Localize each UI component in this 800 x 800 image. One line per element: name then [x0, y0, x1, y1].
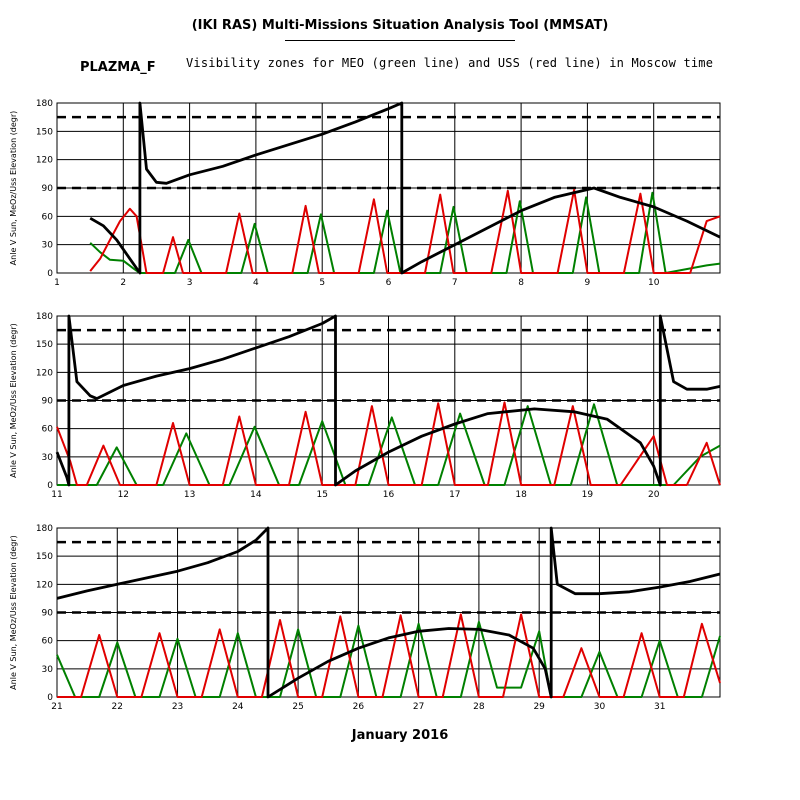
- x-tick-label: 8: [518, 278, 524, 288]
- series-line-sun-angle: [55, 314, 721, 487]
- chart-subtitle: Visibility zones for MEO (green line) an…: [186, 56, 714, 70]
- x-tick-label: 18: [515, 490, 527, 500]
- y-tick-label: 120: [36, 156, 53, 166]
- y-tick-label: 90: [42, 609, 54, 619]
- x-tick-label: 25: [292, 702, 303, 712]
- series-line-sun-angle: [56, 526, 721, 699]
- x-tick-label: 11: [51, 490, 62, 500]
- y-tick-label: 150: [36, 552, 53, 562]
- x-tick-label: 26: [353, 702, 365, 712]
- y-tick-label: 30: [42, 453, 54, 463]
- x-tick-label: 22: [112, 702, 123, 712]
- chart-title: (IKI RAS) Multi-Missions Situation Analy…: [191, 18, 609, 33]
- y-tick-label: 90: [42, 184, 54, 194]
- x-tick-label: 4: [253, 278, 259, 288]
- x-tick-label: 27: [413, 702, 424, 712]
- y-tick-label: 180: [36, 99, 53, 109]
- x-tick-label: 2: [120, 278, 126, 288]
- y-tick-label: 60: [42, 425, 54, 435]
- y-tick-label: 150: [36, 340, 53, 350]
- x-tick-label: 15: [316, 490, 327, 500]
- y-tick-label: 60: [42, 212, 54, 222]
- x-tick-label: 30: [594, 702, 606, 712]
- x-tick-label: 13: [184, 490, 195, 500]
- x-tick-label: 23: [172, 702, 183, 712]
- y-tick-label: 180: [36, 524, 53, 534]
- x-tick-label: 21: [51, 702, 62, 712]
- panel-1: 0 30 60 90 120 150 180 1 2 3 4 5 6 7 8 9 10 Anle V Sun, M…: [9, 99, 721, 288]
- x-tick-label: 1: [54, 278, 60, 288]
- y-tick-label: 120: [36, 580, 53, 590]
- y-tick-label: 120: [36, 368, 53, 378]
- title-underline: [285, 40, 515, 41]
- y-axis-label: Anle V Sun, MeOz/Uss Elevation (degr): [9, 535, 18, 690]
- x-tick-label: 6: [386, 278, 392, 288]
- series-line-uss: [56, 401, 721, 486]
- x-tick-label: 19: [582, 490, 594, 500]
- x-tick-label: 12: [118, 490, 129, 500]
- x-tick-label: 3: [187, 278, 193, 288]
- series-line-meo: [56, 620, 721, 698]
- y-tick-label: 60: [42, 637, 54, 647]
- x-tick-label: 20: [648, 490, 660, 500]
- x-tick-label: 14: [250, 490, 262, 500]
- y-tick-label: 0: [47, 693, 53, 703]
- series-line-uss: [89, 188, 721, 274]
- x-tick-label: 24: [232, 702, 244, 712]
- y-tick-label: 180: [36, 312, 53, 322]
- series-line-uss: [57, 613, 721, 698]
- x-tick-label: 16: [383, 490, 395, 500]
- x-tick-label: 31: [654, 702, 665, 712]
- y-tick-label: 30: [42, 241, 54, 251]
- station-label: PLAZMA_F: [80, 60, 156, 75]
- y-tick-label: 150: [36, 127, 53, 137]
- y-tick-label: 90: [42, 397, 54, 407]
- y-tick-label: 0: [47, 269, 53, 279]
- x-axis-caption: January 2016: [351, 728, 449, 743]
- x-tick-label: 28: [473, 702, 485, 712]
- y-tick-label: 0: [47, 481, 53, 491]
- x-tick-label: 17: [449, 490, 460, 500]
- x-tick-label: 29: [533, 702, 545, 712]
- series-line-sun-angle: [89, 101, 721, 275]
- y-axis-label: Anle V Sun, MeOz/Uss Elevation (degr): [9, 323, 18, 478]
- y-tick-label: 30: [42, 665, 54, 675]
- x-tick-label: 9: [585, 278, 591, 288]
- y-axis-label: Anle V Sun, MeOz/Uss Elevation (degr): [9, 111, 18, 266]
- x-tick-label: 5: [319, 278, 325, 288]
- panel-3: 0 30 60 90 120 150 180 21 22 23 24 25 26 27 28 29 30 31 An…: [9, 524, 721, 712]
- panel-2: 0 30 60 90 120 150 180 11 12 13 14 15 16 17 18 19 20 Anle…: [9, 312, 721, 500]
- x-tick-label: 10: [648, 278, 660, 288]
- x-tick-label: 7: [452, 278, 458, 288]
